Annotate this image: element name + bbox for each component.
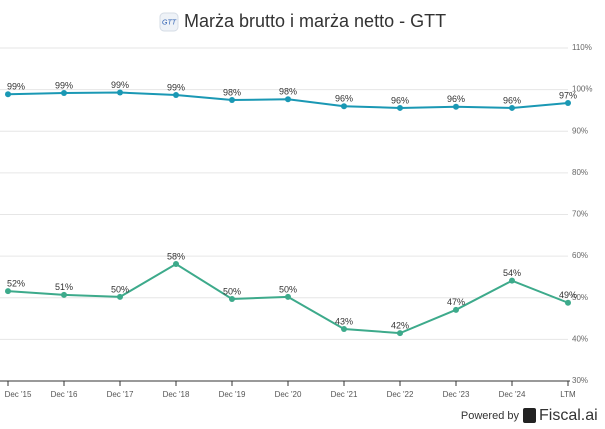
x-tick-label: Dec '20 <box>275 390 302 399</box>
data-label: 50% <box>223 286 241 296</box>
x-tick-label: Dec '18 <box>163 390 190 399</box>
point <box>565 299 571 306</box>
x-tick-label: Dec '17 <box>107 390 134 399</box>
svg-text:GTT: GTT <box>162 19 177 26</box>
point <box>509 104 515 111</box>
point <box>173 92 179 99</box>
x-tick-label: LTM <box>560 390 576 399</box>
x-tick-label: Dec '22 <box>387 390 414 399</box>
data-label: 51% <box>55 282 73 292</box>
y-tick-label: 90% <box>572 126 588 135</box>
point <box>5 91 11 98</box>
data-label: 97% <box>559 90 577 100</box>
data-label: 96% <box>503 95 521 105</box>
data-label: 99% <box>111 80 129 90</box>
point <box>173 261 179 268</box>
x-tick-label: Dec '21 <box>331 390 358 399</box>
point <box>61 291 67 298</box>
y-tick-label: 60% <box>572 251 588 260</box>
data-label: 98% <box>279 87 297 97</box>
point <box>117 293 123 300</box>
data-label: 54% <box>503 268 521 278</box>
y-tick-label: 100% <box>572 85 592 94</box>
point <box>341 103 347 110</box>
x-tick-label: Dec '16 <box>51 390 78 399</box>
point <box>229 97 235 104</box>
data-label: 43% <box>335 316 353 326</box>
x-tick-label: Dec '24 <box>499 390 526 399</box>
data-label: 99% <box>167 82 185 92</box>
point <box>397 330 403 337</box>
point <box>509 277 515 284</box>
point <box>5 288 11 295</box>
point <box>61 89 67 96</box>
data-label: 98% <box>223 87 241 97</box>
footer-brand: Fiscal.ai <box>539 407 598 424</box>
data-label: 96% <box>391 95 409 105</box>
x-tick-label: Dec '23 <box>443 390 470 399</box>
data-label: 42% <box>391 321 409 331</box>
y-tick-label: 40% <box>572 334 588 343</box>
data-label: 99% <box>55 80 73 90</box>
x-tick-label: Dec '19 <box>219 390 246 399</box>
data-label: 50% <box>279 284 297 294</box>
point <box>397 104 403 111</box>
data-label: 96% <box>335 94 353 104</box>
point <box>285 293 291 300</box>
data-label: 58% <box>167 251 185 261</box>
y-tick-label: 80% <box>572 168 588 177</box>
y-tick-label: 70% <box>572 210 588 219</box>
title-icon: GTT <box>159 12 179 32</box>
point <box>453 306 459 313</box>
data-label: 99% <box>7 82 25 92</box>
y-tick-label: 110% <box>572 43 592 52</box>
footer-logo <box>523 408 536 423</box>
point <box>565 99 571 106</box>
y-tick-label: 50% <box>572 293 588 302</box>
point <box>341 325 347 332</box>
y-tick-label: 30% <box>572 376 588 385</box>
point <box>117 89 123 96</box>
chart-title: Marża brutto i marża netto - GTT <box>184 11 446 31</box>
x-tick-label: Dec '15 <box>5 390 32 399</box>
data-label: 47% <box>447 297 465 307</box>
data-label: 50% <box>111 284 129 294</box>
data-label: 49% <box>559 290 577 300</box>
point <box>229 295 235 302</box>
data-label: 96% <box>447 94 465 104</box>
footer-powered: Powered by <box>461 410 520 422</box>
data-label: 52% <box>7 278 25 288</box>
point <box>285 96 291 103</box>
point <box>453 103 459 110</box>
